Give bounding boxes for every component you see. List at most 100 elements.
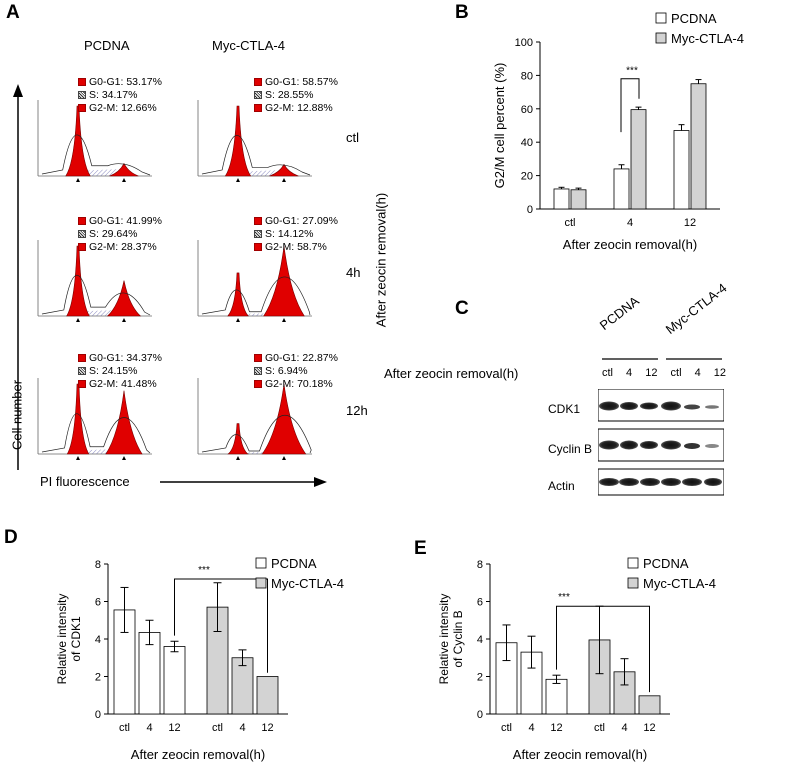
lane-label: 12	[645, 367, 658, 379]
blot-header-label: After zeocin removal(h)	[384, 366, 519, 381]
histogram-pcdna-12h	[37, 378, 152, 460]
significance-bracket	[620, 78, 640, 133]
significance-bracket	[174, 578, 268, 673]
y-tick-label: 4	[95, 634, 101, 646]
s-swatch	[254, 367, 262, 375]
y-tick-label: 100	[515, 37, 533, 49]
legend-swatch	[627, 577, 639, 589]
blot-cdk1	[598, 389, 724, 422]
g2m-swatch	[78, 380, 86, 388]
g2m-peak	[261, 383, 307, 455]
band	[705, 444, 719, 448]
legend-label: Myc-CTLA-4	[271, 576, 344, 591]
band	[599, 440, 619, 450]
y-tick-label: 0	[477, 709, 483, 721]
histogram-pcdna-ctl	[37, 100, 152, 182]
band	[599, 401, 619, 411]
legend-label: PCDNA	[671, 11, 717, 26]
band	[684, 404, 700, 410]
band	[682, 478, 702, 486]
peak-marker	[122, 178, 126, 182]
g2m-swatch	[254, 243, 262, 251]
g0g1-peak	[227, 423, 249, 455]
g2m-peak	[109, 162, 139, 177]
y-arrow-head	[13, 84, 23, 97]
stats-pcdna-4h: G0-G1: 41.99% S: 29.64% G2-M: 28.37%	[78, 215, 162, 254]
x-arrow-head	[314, 477, 327, 487]
cell-number-label: Cell number	[9, 379, 25, 451]
x-tick-label: 12	[684, 217, 696, 229]
x-tick-label: 12	[261, 722, 273, 734]
g0g1-swatch	[254, 354, 262, 362]
row-label-12h: 12h	[346, 403, 368, 418]
significance-label: ***	[558, 592, 570, 603]
g2m-swatch	[254, 380, 262, 388]
x-axis-label: After zeocin removal(h)	[513, 747, 647, 762]
x-tick-label: ctl	[594, 722, 605, 734]
y-tick-label: 20	[521, 171, 533, 183]
band	[640, 441, 658, 449]
peak-marker	[76, 318, 80, 322]
x-tick-label: 4	[528, 722, 534, 734]
hist-outline	[201, 135, 311, 176]
hist-outline	[41, 413, 151, 454]
y-axis-label-line: of Cyclin B	[451, 610, 465, 667]
y-tick-label: 8	[477, 559, 483, 571]
panel-letter-b: B	[455, 2, 469, 23]
band	[599, 478, 619, 486]
bar	[613, 168, 630, 210]
g2m-peak	[105, 390, 143, 455]
x-axis-label: After zeocin removal(h)	[563, 237, 697, 252]
x-tick-label: 4	[239, 722, 245, 734]
blot-group-lines	[602, 358, 722, 360]
stat-s: S: 34.17%	[89, 89, 138, 101]
peak-marker	[282, 318, 286, 322]
legend-label: Myc-CTLA-4	[671, 31, 744, 46]
band	[640, 478, 660, 486]
band	[620, 440, 638, 450]
stat-s: S: 14.12%	[265, 228, 314, 240]
peak-marker	[76, 456, 80, 460]
band	[704, 478, 722, 486]
significance-bracket	[556, 605, 650, 693]
panel-letter-c: C	[455, 298, 469, 319]
peak-marker	[236, 178, 240, 182]
s-swatch	[78, 91, 86, 99]
hist-outline	[41, 274, 151, 316]
row-label-ctl: ctl	[346, 130, 359, 145]
peak-marker	[282, 456, 286, 460]
stat-g0g1: G0-G1: 34.37%	[89, 352, 162, 364]
band	[661, 440, 681, 450]
y-tick-label: 6	[477, 597, 483, 609]
significance-label: ***	[626, 66, 638, 77]
stat-g2m: G2-M: 70.18%	[265, 378, 333, 390]
hist-outline	[41, 134, 151, 176]
panel-letter-d: D	[4, 527, 18, 548]
legend-swatch	[655, 12, 667, 24]
legend-label: PCDNA	[643, 556, 689, 571]
stat-g2m: G2-M: 12.66%	[89, 102, 157, 114]
peak-marker	[236, 318, 240, 322]
bar	[690, 83, 707, 210]
g2m-peak	[269, 163, 299, 177]
x-tick-label: ctl	[119, 722, 130, 734]
bar	[673, 130, 690, 210]
lane-label: 4	[626, 367, 633, 379]
g2m-peak	[263, 245, 305, 317]
g0g1-swatch	[254, 217, 262, 225]
x-tick-label: ctl	[565, 217, 576, 229]
s-swatch	[78, 367, 86, 375]
panel-a-axes	[13, 84, 327, 487]
g2m-swatch	[78, 243, 86, 251]
g0g1-peak	[66, 383, 90, 455]
g0g1-swatch	[254, 78, 262, 86]
g0g1-peak	[224, 105, 252, 177]
legend-swatch	[255, 557, 267, 569]
histogram-myc-12h	[197, 378, 312, 460]
hist-outline	[201, 276, 311, 316]
stat-g2m: G2-M: 41.48%	[89, 378, 157, 390]
bar	[231, 657, 254, 715]
lane-label: 4	[694, 367, 701, 379]
x-tick-label: ctl	[501, 722, 512, 734]
bar	[256, 676, 279, 715]
